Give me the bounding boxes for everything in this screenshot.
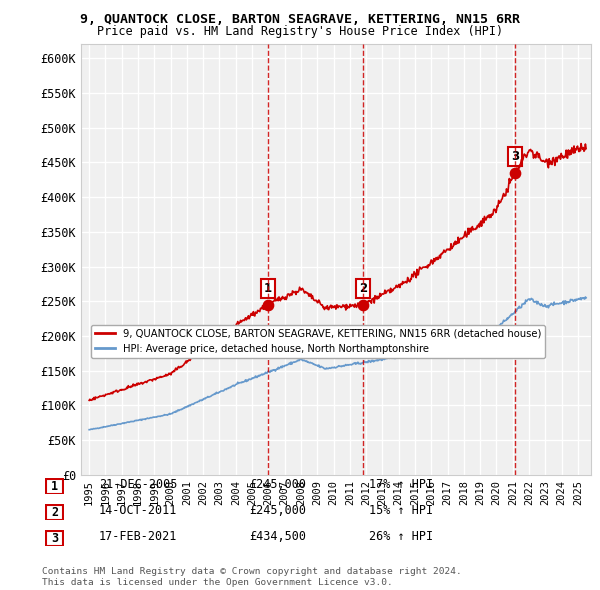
FancyBboxPatch shape [46, 478, 63, 494]
Text: 9, QUANTOCK CLOSE, BARTON SEAGRAVE, KETTERING, NN15 6RR: 9, QUANTOCK CLOSE, BARTON SEAGRAVE, KETT… [80, 13, 520, 26]
Point [358, 300, 368, 310]
Text: £434,500: £434,500 [249, 530, 306, 543]
Legend: 9, QUANTOCK CLOSE, BARTON SEAGRAVE, KETTERING, NN15 6RR (detached house), HPI: A: 9, QUANTOCK CLOSE, BARTON SEAGRAVE, KETT… [91, 325, 545, 358]
Text: £245,000: £245,000 [249, 478, 306, 491]
Text: 14-OCT-2011: 14-OCT-2011 [99, 504, 178, 517]
Text: 2: 2 [359, 282, 367, 295]
Text: Price paid vs. HM Land Registry's House Price Index (HPI): Price paid vs. HM Land Registry's House … [97, 25, 503, 38]
Point [263, 300, 272, 310]
Text: £245,000: £245,000 [249, 504, 306, 517]
Text: 17-FEB-2021: 17-FEB-2021 [99, 530, 178, 543]
Text: 17% ↑ HPI: 17% ↑ HPI [369, 478, 433, 491]
Text: 21-DEC-2005: 21-DEC-2005 [99, 478, 178, 491]
Text: 3: 3 [511, 150, 519, 163]
FancyBboxPatch shape [46, 530, 63, 546]
Text: 3: 3 [51, 532, 58, 545]
Text: This data is licensed under the Open Government Licence v3.0.: This data is licensed under the Open Gov… [42, 578, 393, 587]
Text: 1: 1 [264, 282, 272, 295]
Text: 2: 2 [51, 506, 58, 519]
Text: 1: 1 [51, 480, 58, 493]
Text: 15% ↑ HPI: 15% ↑ HPI [369, 504, 433, 517]
Text: Contains HM Land Registry data © Crown copyright and database right 2024.: Contains HM Land Registry data © Crown c… [42, 567, 462, 576]
Point [510, 168, 520, 178]
FancyBboxPatch shape [46, 504, 63, 520]
Text: 26% ↑ HPI: 26% ↑ HPI [369, 530, 433, 543]
